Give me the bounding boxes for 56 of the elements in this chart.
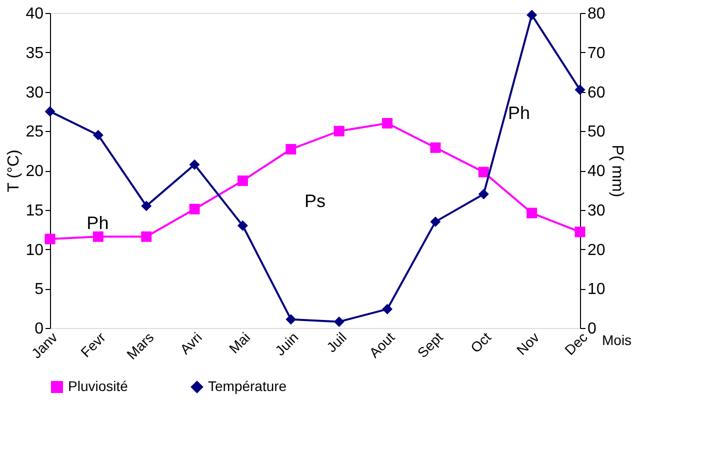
point — [526, 10, 538, 20]
y-tick-label: 30 — [26, 84, 44, 102]
point — [334, 126, 344, 136]
point — [92, 130, 104, 140]
point — [574, 84, 586, 96]
legend-label: Température — [208, 378, 287, 394]
annotation: Ps — [304, 191, 326, 211]
point — [478, 166, 489, 178]
point — [526, 208, 538, 218]
y-tick-label: 5 — [34, 281, 44, 298]
point — [237, 220, 248, 231]
y2-tick-label: 30 — [588, 202, 606, 220]
y2-tick-label: 0 — [588, 320, 596, 338]
x-tick-label: Juil — [323, 329, 350, 356]
y2-tick-label: 20 — [588, 242, 606, 259]
y2-axis-title: P( mm) — [608, 144, 626, 198]
point — [237, 175, 248, 186]
point — [92, 231, 104, 242]
annotation: Ph — [86, 213, 109, 234]
y-tick-label: 25 — [26, 124, 44, 141]
y-tick-label: 20 — [26, 163, 44, 180]
point — [286, 314, 296, 325]
y2-tick-label: 40 — [588, 163, 606, 180]
point — [189, 159, 200, 170]
y2-tick-label: 50 — [588, 124, 606, 141]
point — [334, 316, 344, 327]
x-tick-label: Mai — [226, 329, 254, 356]
point — [286, 144, 296, 154]
point — [430, 216, 441, 227]
point — [189, 204, 200, 214]
y-tick-label: 10 — [26, 242, 44, 259]
point — [141, 231, 152, 242]
point — [430, 142, 441, 153]
x-tick-label: Oct — [467, 329, 494, 356]
x-tick-label: Nov — [513, 329, 542, 358]
y-tick-label: 40 — [26, 6, 44, 22]
y2-tick-label: 10 — [588, 281, 606, 298]
point — [44, 234, 56, 244]
annotation: Ph — [508, 102, 530, 123]
y2-tick-label: 70 — [588, 44, 606, 62]
point — [382, 118, 393, 128]
y2-tick-label: 80 — [588, 6, 606, 22]
point — [382, 304, 393, 314]
y-tick-label: 35 — [26, 44, 44, 62]
point — [574, 226, 586, 238]
y-axis-title: T (°C) — [6, 150, 23, 192]
legend-label: Pluviosité — [68, 378, 128, 394]
x-tick-label: Avri — [176, 329, 205, 358]
point — [44, 106, 56, 117]
y-tick-label: 0 — [34, 320, 44, 338]
y2-tick-label: 60 — [588, 84, 606, 102]
x-axis-title: Mois — [602, 332, 632, 348]
point — [141, 200, 152, 212]
y-tick-label: 15 — [26, 202, 44, 220]
point — [478, 188, 489, 200]
x-tick-label: Juin — [272, 329, 302, 359]
